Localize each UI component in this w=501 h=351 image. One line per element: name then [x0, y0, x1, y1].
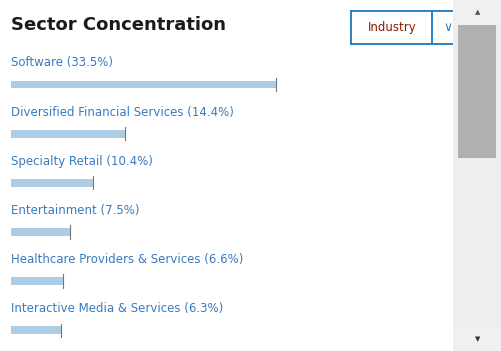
- Text: Specialty Retail (10.4%): Specialty Retail (10.4%): [11, 155, 153, 168]
- Text: Sector Concentration: Sector Concentration: [11, 16, 226, 34]
- Bar: [11, 228, 70, 236]
- Bar: [11, 179, 93, 187]
- Text: Diversified Financial Services (14.4%): Diversified Financial Services (14.4%): [11, 106, 234, 119]
- Bar: [458, 25, 496, 158]
- Text: Software (33.5%): Software (33.5%): [11, 57, 113, 69]
- Bar: [453, 0, 501, 25]
- Text: ∨: ∨: [443, 21, 452, 34]
- Text: ▼: ▼: [474, 336, 480, 342]
- Bar: [11, 326, 61, 334]
- Text: ▲: ▲: [474, 9, 480, 15]
- Text: Healthcare Providers & Services (6.6%): Healthcare Providers & Services (6.6%): [11, 253, 243, 266]
- Text: Industry: Industry: [368, 21, 417, 34]
- Bar: [11, 277, 63, 285]
- Bar: [11, 81, 276, 88]
- Bar: [453, 326, 501, 351]
- Bar: [11, 130, 125, 138]
- Text: Entertainment (7.5%): Entertainment (7.5%): [11, 204, 139, 217]
- Text: Interactive Media & Services (6.3%): Interactive Media & Services (6.3%): [11, 302, 223, 315]
